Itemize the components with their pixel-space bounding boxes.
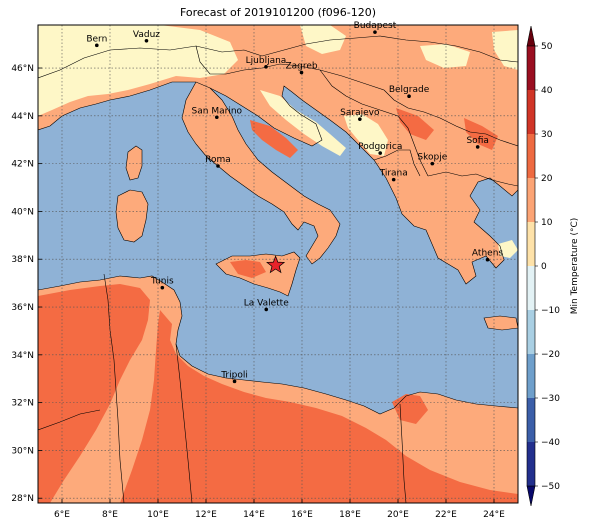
latitude-axis: 46°N 44°N 42°N 40°N 38°N 36°N 34°N 32°N 30°N 28°N (11, 64, 42, 504)
colorbar-tick-label: 40 (541, 86, 553, 96)
longitude-axis: 6°E 8°E 10°E 12°E 14°E 16°E 18°E 20°E 22°E 24°E (54, 499, 505, 520)
city-dot (391, 177, 396, 182)
lat-tick-label: 28°N (11, 494, 34, 504)
city-label: Vaduz (133, 30, 160, 40)
colorbar-tick-label: −40 (541, 438, 560, 448)
colorbar-tick-label: 20 (541, 174, 553, 184)
lat-tick-label: 32°N (11, 399, 34, 409)
colorbar-tick-label: 0 (541, 262, 547, 272)
colorbar-segment (527, 90, 535, 134)
colorbar-bottom-extend (526, 485, 536, 507)
star-icon (266, 255, 286, 274)
colorbar-tick-label: −30 (541, 394, 560, 404)
colorbar-segment (527, 310, 535, 354)
lat-tick-label: 46°N (11, 64, 34, 74)
lat-tick-label: 40°N (11, 207, 34, 217)
city-dot (232, 379, 237, 384)
location-marker (266, 255, 286, 274)
city-label: Tunis (150, 277, 174, 287)
colorbar-segment (527, 134, 535, 178)
corsica-land (126, 146, 142, 180)
colorbar-top-extend (526, 25, 536, 47)
city-label: Podgorica (358, 142, 402, 152)
lon-tick-label: 18°E (339, 510, 361, 520)
city-label: Athens (472, 249, 503, 259)
city-label: Roma (205, 155, 231, 165)
city-dot (485, 257, 490, 262)
warm-zones (38, 108, 518, 503)
lon-tick-label: 24°E (483, 510, 505, 520)
lat-tick-label: 44°N (11, 112, 34, 122)
city-label: Tripoli (220, 370, 248, 380)
lat-tick-label: 34°N (11, 351, 34, 361)
city-dot (373, 30, 377, 34)
colorbar-tick-label: 10 (541, 218, 553, 228)
colorbar-tick-label: −50 (541, 482, 560, 492)
colorbar-segment (527, 442, 535, 486)
colorbar-tick-label: 50 (541, 42, 553, 52)
city-dot (215, 115, 219, 120)
colorbar-segment (527, 354, 535, 398)
city-dot (264, 307, 269, 312)
lon-tick-label: 6°E (54, 510, 70, 520)
city-label: La Valette (244, 298, 289, 308)
lon-tick-label: 16°E (291, 510, 313, 520)
coastlines (38, 81, 518, 415)
colorbar: 50 40 30 20 10 0 −10 −20 −30 −40 −50 Min Temperatu… (526, 25, 580, 507)
lon-tick-label: 10°E (147, 510, 169, 520)
city-dot (216, 164, 220, 168)
graticule (38, 25, 518, 503)
lon-tick-label: 20°E (387, 510, 409, 520)
lon-tick-label: 14°E (243, 510, 265, 520)
city-label: San Marino (192, 106, 243, 116)
city-label: Sarajevo (340, 108, 380, 118)
city-dot (160, 285, 165, 290)
lat-tick-label: 42°N (11, 160, 34, 170)
colorbar-segment (527, 398, 535, 442)
city-dot (378, 151, 383, 155)
map-frame (37, 24, 519, 504)
city-label: Tirana (379, 169, 408, 179)
city-dot (264, 65, 268, 69)
city-dot (407, 94, 411, 99)
city-label: Budapest (354, 21, 397, 31)
lon-tick-label: 8°E (102, 510, 118, 520)
colorbar-segment (527, 46, 535, 90)
colorbar-segment (527, 222, 535, 266)
city-label: Bern (86, 34, 107, 44)
colorbar-segment (527, 266, 535, 310)
city-dot (475, 145, 480, 149)
city-label: Belgrade (389, 85, 430, 95)
city-dot (144, 38, 149, 43)
lon-tick-label: 12°E (195, 510, 217, 520)
italy-land (182, 82, 340, 264)
city-dot (299, 70, 304, 75)
city-label: Skopje (417, 153, 447, 163)
crete-land (484, 316, 518, 330)
lat-tick-label: 30°N (11, 446, 34, 456)
colorbar-segment (527, 178, 535, 222)
colorbar-tick-label: −10 (541, 306, 560, 316)
city-label: Zagreb (285, 62, 317, 72)
city-dot (430, 161, 435, 166)
colorbar-tick-label: −20 (541, 350, 560, 360)
europe-land (38, 25, 518, 284)
map-title: Forecast of 2019101200 (f096-120) (179, 6, 377, 19)
sardinia-land (116, 190, 148, 242)
lon-tick-label: 22°E (435, 510, 457, 520)
city-label: Ljubljana (246, 56, 287, 66)
city-dot (358, 117, 362, 121)
city-label: Sofia (466, 136, 488, 146)
country-borders (38, 35, 518, 503)
colorbar-tick-label: 30 (541, 130, 553, 140)
lat-tick-label: 36°N (11, 303, 34, 313)
cool-zones (38, 25, 518, 258)
lat-tick-label: 38°N (11, 255, 34, 265)
city-dot (95, 43, 99, 48)
colorbar-label: Min Temperature (°C) (570, 218, 580, 315)
